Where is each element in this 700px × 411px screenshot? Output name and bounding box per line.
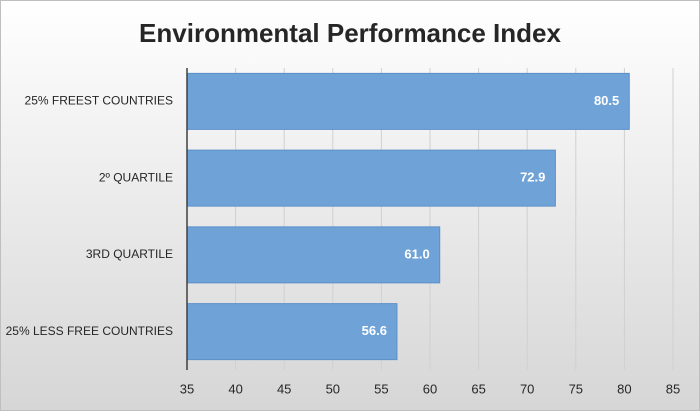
x-tick-label: 70 <box>520 381 534 396</box>
x-tick-label: 35 <box>180 381 194 396</box>
x-tick-label: 65 <box>471 381 485 396</box>
bar <box>186 303 398 361</box>
x-tick-label: 80 <box>617 381 631 396</box>
bar <box>186 72 630 130</box>
bar <box>186 226 441 284</box>
value-label: 61.0 <box>404 246 429 261</box>
x-tick-label: 75 <box>569 381 583 396</box>
x-tick-label: 50 <box>326 381 340 396</box>
y-tick-label: 2º QUARTILE <box>99 170 173 184</box>
value-label: 72.9 <box>520 170 545 185</box>
x-tick-label: 55 <box>374 381 388 396</box>
chart-title: Environmental Performance Index <box>139 18 561 48</box>
x-tick-label: 60 <box>423 381 437 396</box>
value-label: 56.6 <box>362 323 387 338</box>
x-tick-label: 45 <box>277 381 291 396</box>
x-tick-label: 40 <box>228 381 242 396</box>
x-tick-label: 85 <box>666 381 680 396</box>
y-tick-label: 25% LESS FREE COUNTRIES <box>6 324 173 338</box>
y-tick-label: 25% FREEST COUNTRIES <box>25 94 173 108</box>
y-tick-label: 3RD QUARTILE <box>86 247 173 261</box>
bar <box>186 149 556 207</box>
value-label: 80.5 <box>594 93 619 108</box>
